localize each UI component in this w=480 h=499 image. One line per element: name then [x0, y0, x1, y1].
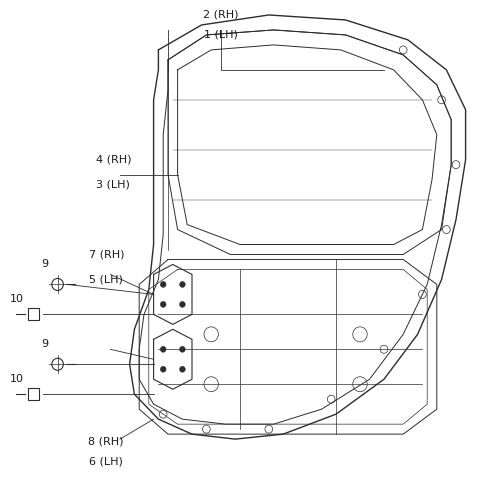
Circle shape: [160, 301, 166, 307]
Text: 10: 10: [10, 294, 24, 304]
Circle shape: [180, 346, 185, 352]
Circle shape: [160, 281, 166, 287]
Text: 8 (RH): 8 (RH): [88, 437, 123, 447]
Circle shape: [180, 301, 185, 307]
Text: 6 (LH): 6 (LH): [89, 457, 122, 467]
Text: 10: 10: [10, 374, 24, 384]
Circle shape: [160, 346, 166, 352]
Circle shape: [180, 281, 185, 287]
Text: 2 (RH): 2 (RH): [203, 10, 239, 20]
Text: 4 (RH): 4 (RH): [96, 155, 132, 165]
Text: 9: 9: [41, 339, 48, 349]
Text: 7 (RH): 7 (RH): [89, 250, 124, 259]
Text: 3 (LH): 3 (LH): [96, 180, 130, 190]
Circle shape: [160, 366, 166, 372]
Text: 9: 9: [41, 259, 48, 269]
Text: 5 (LH): 5 (LH): [89, 274, 123, 284]
Circle shape: [180, 366, 185, 372]
Text: 1 (LH): 1 (LH): [204, 30, 238, 40]
